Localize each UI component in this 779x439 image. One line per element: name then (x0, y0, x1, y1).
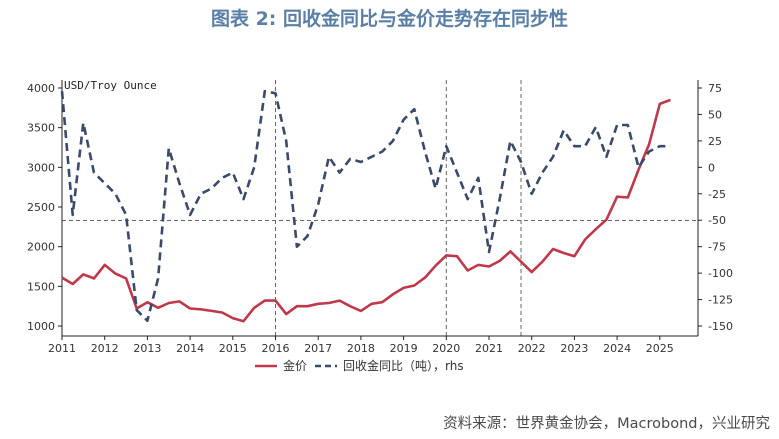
x-tick-label: 2016 (262, 342, 290, 355)
series-lines (60, 89, 671, 323)
left-tick-label: 2000 (27, 241, 55, 254)
x-tick-label: 2018 (347, 342, 375, 355)
source-note: 资料来源：世界黄金协会，Macrobond，兴业研究 (443, 416, 770, 432)
x-tick-label: 2015 (219, 342, 247, 355)
x-tick-label: 2017 (304, 342, 332, 355)
gold-price-line (61, 98, 671, 323)
x-tick-label: 2022 (518, 342, 546, 355)
right-tick-label: -125 (708, 294, 733, 307)
right-tick-label: -75 (708, 241, 726, 254)
x-tick-label: 2025 (646, 342, 674, 355)
x-tick-label: 2023 (560, 342, 588, 355)
left-tick-label: 3500 (27, 122, 55, 135)
right-tick-label: 50 (708, 108, 722, 121)
x-tick-label: 2021 (475, 342, 503, 355)
legend-label: 回收金同比（吨），rhs (343, 358, 464, 373)
chart-title: 图表 2: 回收金同比与金价走势存在同步性 (210, 8, 569, 30)
right-tick-label: 0 (708, 161, 715, 174)
legend-label: 金价 (283, 358, 307, 373)
x-tick-label: 2019 (390, 342, 418, 355)
right-tick-label: -150 (708, 320, 733, 333)
left-tick-label: 3000 (27, 161, 55, 174)
right-tick-label: -25 (708, 188, 726, 201)
x-tick-label: 2012 (91, 342, 119, 355)
left-tick-label: 4000 (27, 82, 55, 95)
left-tick-label: 1000 (27, 320, 55, 333)
axes: 1000 1500 2000 2500 3000 3500 4000 -150 -125 -100… (27, 79, 733, 355)
x-tick-label: 2011 (48, 342, 76, 355)
x-tick-label: 2020 (432, 342, 460, 355)
legend-item-gold-price: 金价 (255, 358, 307, 373)
x-tick-label: 2024 (603, 342, 631, 355)
right-tick-label: -50 (708, 214, 726, 227)
left-axis-unit: USD/Troy Ounce (64, 79, 157, 92)
reference-lines (62, 80, 698, 336)
legend: 金价 回收金同比（吨），rhs (255, 358, 464, 373)
right-tick-label: 75 (708, 82, 722, 95)
x-tick-label: 2014 (176, 342, 204, 355)
left-tick-label: 2500 (27, 201, 55, 214)
left-tick-label: 1500 (27, 280, 55, 293)
recycled-gold-yoy-line (60, 89, 671, 322)
right-tick-label: 25 (708, 135, 722, 148)
right-tick-label: -100 (708, 267, 733, 280)
legend-item-recycled-gold: 回收金同比（吨），rhs (315, 358, 464, 373)
x-tick-label: 2013 (133, 342, 161, 355)
